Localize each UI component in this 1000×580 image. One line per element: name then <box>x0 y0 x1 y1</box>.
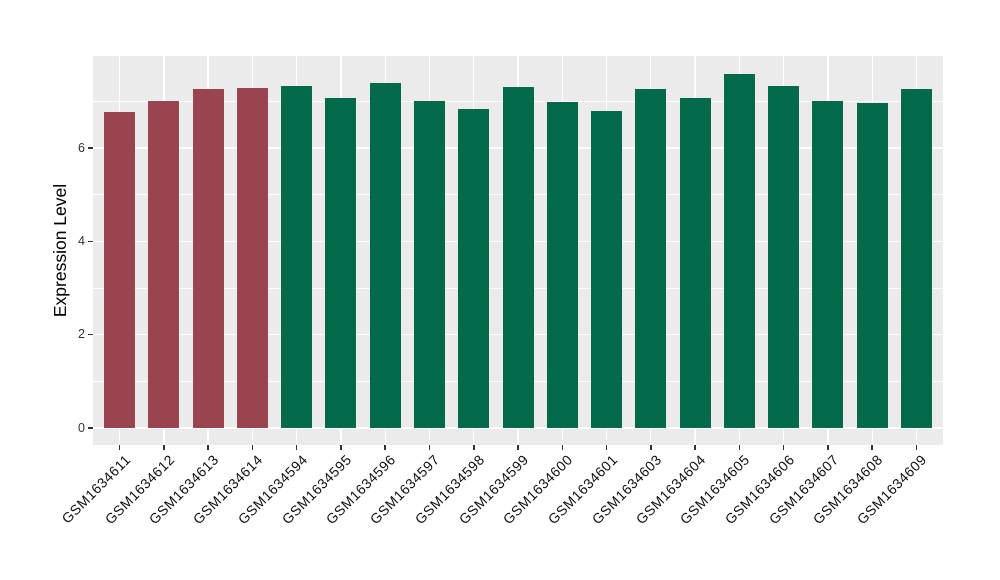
bar-GSM1634598 <box>458 109 490 428</box>
bar-GSM1634609 <box>900 88 932 428</box>
bar-GSM1634596 <box>369 82 401 428</box>
y-axis-title-text: Expression Level <box>50 183 71 318</box>
bar-GSM1634599 <box>502 86 534 428</box>
bar-GSM1634607 <box>812 101 844 428</box>
y-tick-mark-4 <box>88 240 93 243</box>
bar-GSM1634594 <box>281 86 313 428</box>
x-tick-mark-GSM1634603 <box>650 445 652 450</box>
x-tick-mark-GSM1634599 <box>517 445 519 450</box>
y-tick-mark-2 <box>88 333 93 336</box>
x-tick-mark-GSM1634609 <box>915 445 918 450</box>
plot-panel <box>93 56 943 445</box>
bar-GSM1634614 <box>236 87 268 428</box>
bar-GSM1634604 <box>679 97 711 428</box>
y-tick-label-0: 0 <box>78 420 85 435</box>
x-tick-mark-GSM1634607 <box>827 445 829 450</box>
x-tick-mark-GSM1634605 <box>738 445 741 450</box>
y-tick-label-2: 2 <box>78 327 85 342</box>
x-tick-mark-GSM1634597 <box>428 445 431 450</box>
x-tick-mark-GSM1634611 <box>118 445 121 450</box>
bar-GSM1634600 <box>546 102 578 428</box>
x-tick-mark-GSM1634613 <box>207 445 209 450</box>
x-tick-mark-GSM1634612 <box>163 445 165 450</box>
bar-GSM1634613 <box>192 88 224 428</box>
x-tick-mark-GSM1634595 <box>340 445 342 450</box>
x-tick-mark-GSM1634614 <box>251 445 254 450</box>
x-tick-mark-GSM1634596 <box>384 445 386 450</box>
bar-GSM1634601 <box>591 110 623 428</box>
y-tick-mark-0 <box>88 427 93 429</box>
x-tick-mark-GSM1634594 <box>295 445 298 450</box>
bar-GSM1634606 <box>768 86 800 428</box>
y-tick-label-6: 6 <box>78 140 85 155</box>
bar-GSM1634612 <box>148 100 180 428</box>
bar-GSM1634595 <box>325 97 357 428</box>
y-tick-mark-6 <box>88 147 93 149</box>
bar-GSM1634603 <box>635 89 667 428</box>
x-tick-mark-GSM1634604 <box>694 445 696 450</box>
bar-GSM1634608 <box>856 102 888 428</box>
y-tick-label-4: 4 <box>78 233 85 248</box>
bar-GSM1634605 <box>723 74 755 428</box>
x-tick-mark-GSM1634600 <box>561 445 564 450</box>
x-tick-mark-GSM1634598 <box>473 445 475 450</box>
bar-GSM1634597 <box>413 101 445 428</box>
x-tick-mark-GSM1634601 <box>605 445 608 450</box>
x-tick-mark-GSM1634608 <box>871 445 873 450</box>
bar-GSM1634611 <box>104 111 136 428</box>
x-tick-mark-GSM1634606 <box>782 445 785 450</box>
y-axis-title: Expression Level <box>46 56 76 445</box>
